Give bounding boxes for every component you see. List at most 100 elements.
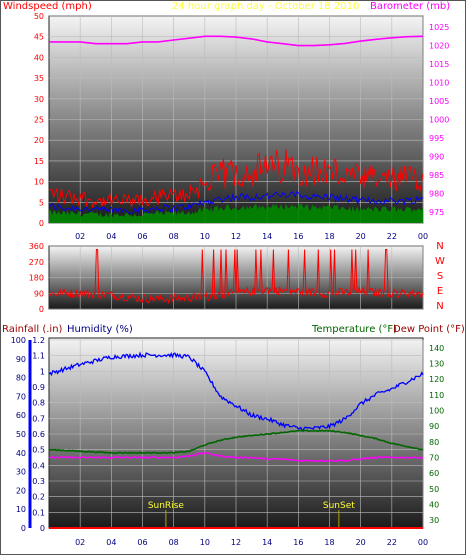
rainfall-tick-label: 0.5 <box>32 446 45 455</box>
direction-tick-label: 270 <box>29 258 44 267</box>
wind-baro-series <box>48 35 424 223</box>
barometer-tick-label: 975 <box>429 208 444 217</box>
temperature-tick-label: 130 <box>429 360 444 369</box>
temperature-tick-label: 80 <box>429 438 439 447</box>
x-tick-label: 14 <box>262 232 272 241</box>
temperature-tick-label: 70 <box>429 454 439 463</box>
x-tick-label: 14 <box>262 538 272 547</box>
temperature-tick-label: 30 <box>429 516 439 525</box>
windspeed-tick-label: 5 <box>39 198 44 207</box>
x-tick-label: 20 <box>356 232 366 241</box>
humidity-tick-label: 20 <box>16 486 26 495</box>
rainfall-tick-label: 1.1 <box>32 352 45 361</box>
direction-tick-label: 0 <box>39 305 44 314</box>
rainfall-tick-label: 1 <box>40 367 45 376</box>
barometer-tick-label: 985 <box>429 171 444 180</box>
series-windspeed <box>48 149 424 208</box>
rainfall-tick-label: 0.6 <box>32 430 45 439</box>
barometer-y-ticks: 975 980 985 990 995 1000 1005 1010 1015 1020 1025 <box>429 23 449 217</box>
compass-label: E <box>437 286 443 297</box>
x-tick-label: 08 <box>169 232 179 241</box>
series-wind-direction <box>48 249 424 305</box>
dewpoint-axis-title: Dew Point (°F) <box>393 324 465 335</box>
series-humidity <box>48 351 424 432</box>
wind-direction-y-ticks: 0 90 180 270 360 <box>29 242 44 314</box>
humidity-tick-label: 90 <box>16 355 26 364</box>
sun-markers: SunRise SunSet <box>148 501 355 528</box>
x-tick-label: 04 <box>106 538 116 547</box>
windspeed-tick-label: 45 <box>34 33 44 42</box>
windspeed-tick-label: 25 <box>34 116 44 125</box>
windspeed-tick-label: 40 <box>34 53 44 62</box>
humidity-tick-label: 70 <box>16 392 26 401</box>
wind-gust-min-fill <box>49 203 423 223</box>
x-tick-label: 02 <box>75 232 85 241</box>
barometer-tick-label: 1025 <box>429 23 449 32</box>
chart-title: 24 hour graph day - October 18 2010 <box>172 1 359 12</box>
rainfall-tick-label: 0.8 <box>32 399 45 408</box>
sunrise-label: SunRise <box>148 501 185 511</box>
x-tick-label: 22 <box>387 538 397 547</box>
humidity-temp-series <box>48 351 424 529</box>
compass-label: S <box>437 271 443 282</box>
temperature-tick-label: 90 <box>429 422 439 431</box>
windspeed-tick-label: 35 <box>34 74 44 83</box>
x-tick-label: 06 <box>137 538 147 547</box>
x-tick-label: 12 <box>231 232 241 241</box>
temperature-tick-label: 120 <box>429 375 444 384</box>
rainfall-tick-label: 0.1 <box>32 508 45 517</box>
barometer-tick-label: 1000 <box>429 116 449 125</box>
temperature-tick-label: 100 <box>429 407 444 416</box>
x-tick-label: 08 <box>169 538 179 547</box>
humidity-tick-label: 10 <box>16 505 26 514</box>
x-tick-label: 18 <box>324 538 334 547</box>
series-dewpoint <box>48 451 424 463</box>
compass-label: W <box>435 256 445 267</box>
barometer-tick-label: 995 <box>429 134 444 143</box>
x-tick-label: 02 <box>75 538 85 547</box>
temperature-tick-label: 40 <box>429 501 439 510</box>
x-tick-label: 10 <box>200 538 210 547</box>
x-tick-label: 20 <box>356 538 366 547</box>
barometer-tick-label: 1010 <box>429 79 449 88</box>
barometer-tick-label: 1020 <box>429 42 449 51</box>
windspeed-tick-label: 20 <box>34 136 44 145</box>
compass-label: N <box>436 241 443 252</box>
x-tick-label: 16 <box>293 232 303 241</box>
x-tick-label: 04 <box>106 232 116 241</box>
temperature-tick-label: 50 <box>429 485 439 494</box>
x-tick-label: 22 <box>387 232 397 241</box>
windspeed-axis-title: Windspeed (mph) <box>3 1 92 12</box>
barometer-tick-label: 1015 <box>429 60 449 69</box>
x-axis-ticks-bottom: 02 04 06 08 10 12 14 16 18 20 22 00 <box>75 538 428 547</box>
wind-direction-series <box>48 249 424 305</box>
direction-tick-label: 360 <box>29 242 44 251</box>
x-tick-label: 12 <box>231 538 241 547</box>
humidity-y-ticks: 0 10 20 30 40 50 60 70 80 90 100 <box>11 336 26 533</box>
x-tick-label: 00 <box>418 538 428 547</box>
x-axis-ticks-top: 02 04 06 08 10 12 14 16 18 20 22 00 <box>75 232 428 241</box>
wind-baro-grid <box>49 15 424 224</box>
rainfall-axis-title: Rainfall (.in) <box>2 324 63 335</box>
series-wind-average <box>48 190 424 215</box>
windspeed-tick-label: 30 <box>34 95 44 104</box>
direction-tick-label: 90 <box>34 289 44 298</box>
compass-label: N <box>436 301 443 312</box>
sunset-label: SunSet <box>323 501 355 511</box>
x-tick-label: 16 <box>293 538 303 547</box>
barometer-tick-label: 1005 <box>429 97 449 106</box>
series-barometer <box>49 35 424 47</box>
windspeed-tick-label: 50 <box>34 12 44 21</box>
series-temperature <box>48 429 424 455</box>
humidity-tick-label: 40 <box>16 449 26 458</box>
temperature-tick-label: 140 <box>429 344 444 353</box>
humidity-axis-title: Humidity (%) <box>67 324 133 335</box>
x-tick-label: 00 <box>418 232 428 241</box>
humidity-tick-label: 100 <box>11 336 26 345</box>
rainfall-tick-label: 0.3 <box>32 477 45 486</box>
temperature-tick-label: 110 <box>429 391 444 400</box>
barometer-axis-title: Barometer (mb) <box>370 1 450 12</box>
temperature-tick-label: 60 <box>429 469 439 478</box>
